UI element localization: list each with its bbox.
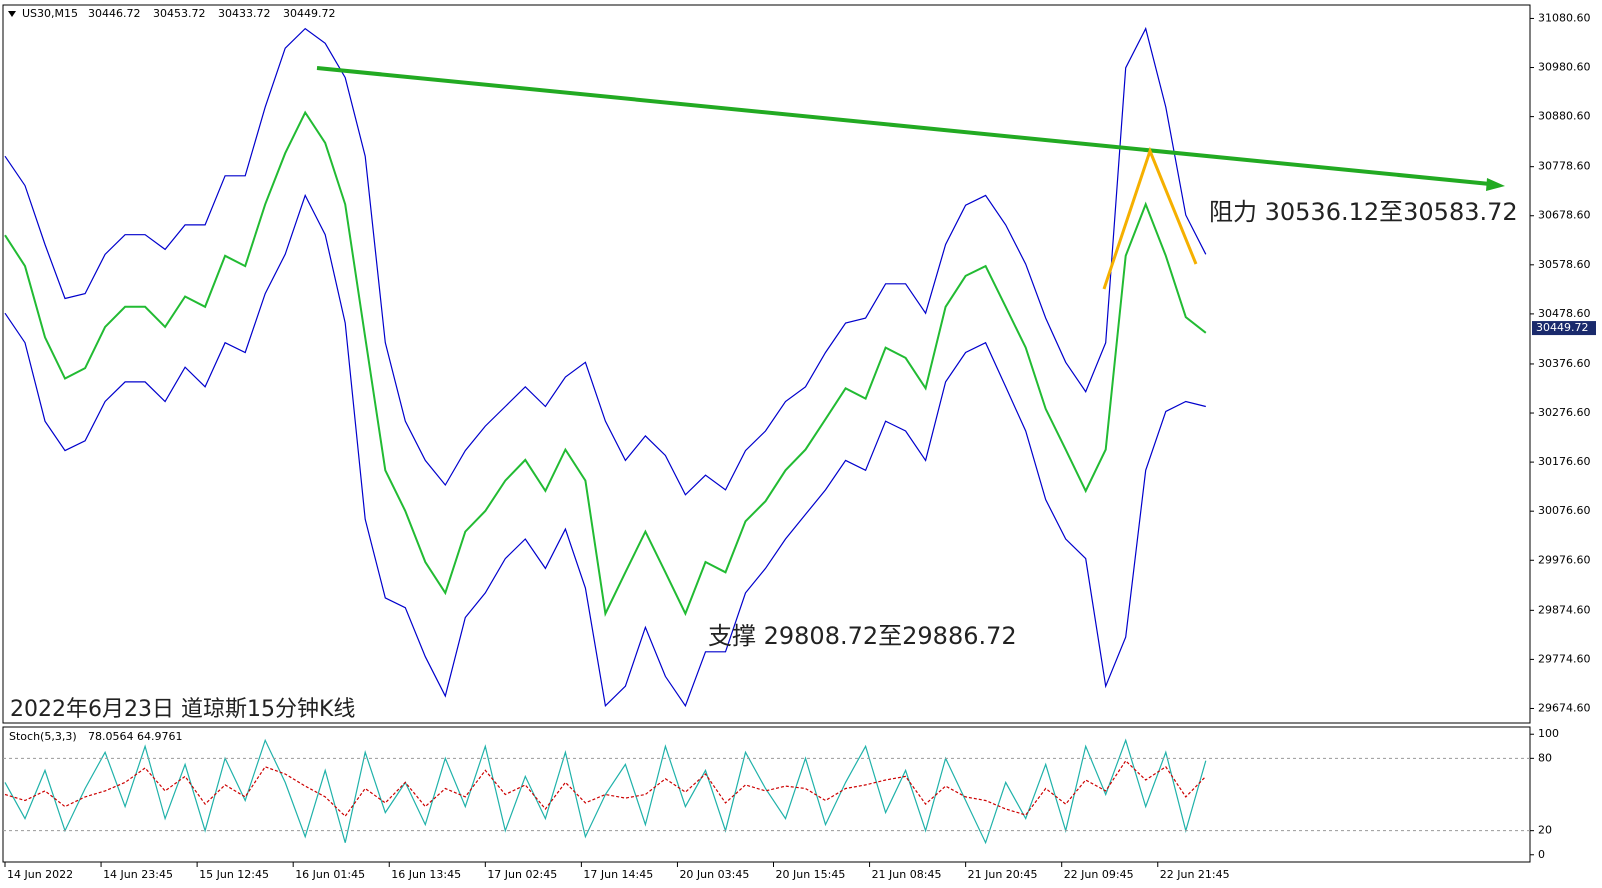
- x-tick-label: 14 Jun 2022: [7, 868, 73, 881]
- trendline: [316, 66, 1491, 186]
- y-tick-label: 29774.60: [1538, 652, 1591, 665]
- pattern-line: [1102, 146, 1198, 290]
- stoch-main: 78.0564: [88, 730, 134, 743]
- x-tick-label: 22 Jun 09:45: [1064, 868, 1134, 881]
- y-tick-label: 30276.60: [1538, 406, 1591, 419]
- y-tick-label: 30778.60: [1538, 160, 1591, 173]
- x-tick-label: 16 Jun 01:45: [295, 868, 365, 881]
- y-tick-label: 30980.60: [1538, 61, 1591, 74]
- stoch-signal: 64.9761: [137, 730, 183, 743]
- x-tick-label: 17 Jun 02:45: [487, 868, 557, 881]
- symbol: US30,M15: [22, 7, 78, 20]
- y-tick-label: 31080.60: [1538, 11, 1591, 24]
- menu-icon: [8, 11, 16, 17]
- plots: [4, 26, 1207, 845]
- series-line: [4, 193, 1206, 708]
- series-line: [4, 738, 1207, 845]
- y-tick-label: 30478.60: [1538, 307, 1591, 320]
- stoch-panel: [2, 726, 1531, 863]
- y-tick-label: 30076.60: [1538, 504, 1591, 517]
- price-box: [1532, 321, 1596, 336]
- price-label: 30449.72: [1536, 321, 1589, 334]
- y-tick-label: 29874.60: [1538, 603, 1591, 616]
- date-note: 2022年6月23日 道琼斯15分钟K线: [10, 697, 355, 722]
- x-tick-label: 21 Jun 20:45: [968, 868, 1038, 881]
- x-tick-label: 17 Jun 14:45: [583, 868, 653, 881]
- y-tick-label: 30376.60: [1538, 357, 1591, 370]
- x-tick-label: 21 Jun 08:45: [872, 868, 942, 881]
- y-tick-label: 30578.60: [1538, 258, 1591, 271]
- y-tick-label: 80: [1538, 751, 1552, 764]
- stoch-title: Stoch(5,3,3): [9, 730, 77, 743]
- y-tick-label: 0: [1538, 848, 1545, 861]
- low: 30433.72: [218, 7, 271, 20]
- high: 30453.72: [153, 7, 206, 20]
- y-tick-label: 30880.60: [1538, 110, 1591, 123]
- y-tick-label: 30678.60: [1538, 209, 1591, 222]
- x-tick-label: 15 Jun 12:45: [199, 868, 269, 881]
- series-line: [4, 26, 1207, 496]
- support-note: 支撑 29808.72至29886.72: [708, 622, 1017, 650]
- resistance-note: 阻力 30536.12至30583.72: [1209, 198, 1518, 226]
- y-tick-label: 20: [1538, 824, 1552, 837]
- y-tick-label: 100: [1538, 727, 1559, 740]
- y-tick-label: 29674.60: [1538, 701, 1591, 714]
- main-panel: [2, 4, 1531, 724]
- series-line: [4, 759, 1207, 818]
- x-tick-label: 22 Jun 21:45: [1160, 868, 1230, 881]
- x-tick-label: 20 Jun 03:45: [679, 868, 749, 881]
- x-tick-label: 14 Jun 23:45: [103, 868, 173, 881]
- open: 30446.72: [88, 7, 141, 20]
- close: 30449.72: [283, 7, 336, 20]
- series-line: [4, 110, 1207, 617]
- y-tick-label: 29976.60: [1538, 553, 1591, 566]
- trend-arrow: [1486, 178, 1505, 191]
- y-tick-label: 30176.60: [1538, 455, 1591, 468]
- x-tick-label: 20 Jun 15:45: [776, 868, 846, 881]
- x-tick-label: 16 Jun 13:45: [391, 868, 461, 881]
